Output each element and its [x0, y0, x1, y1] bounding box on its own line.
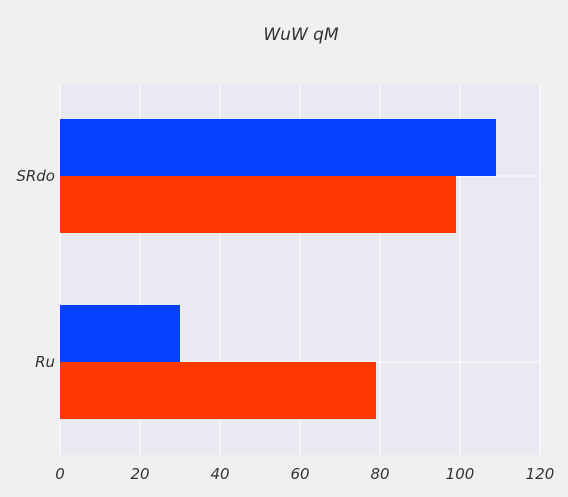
x-tick-label: 120: [526, 465, 555, 483]
bar: [60, 305, 180, 362]
y-tick-label: SRdo: [16, 167, 55, 185]
x-tick-label: 100: [446, 465, 475, 483]
y-tick-label: Ru: [35, 353, 55, 371]
chart-title: WuW qM: [263, 25, 339, 45]
x-tick-label: 60: [290, 465, 309, 483]
bar: [60, 119, 496, 176]
bar: [60, 362, 376, 419]
x-tick-label: 40: [210, 465, 229, 483]
bar: [60, 176, 456, 233]
x-tick-label: 80: [370, 465, 389, 483]
x-tick-label: 20: [130, 465, 149, 483]
x-tick-label: 0: [55, 465, 65, 483]
